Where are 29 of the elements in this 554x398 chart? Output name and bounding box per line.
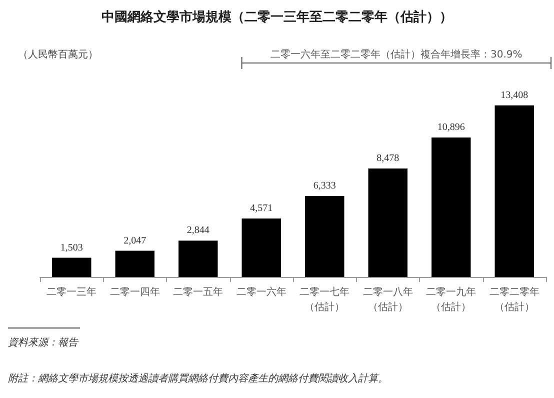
bar xyxy=(432,138,471,277)
x-tick-label: 二零一九年（估計） xyxy=(426,286,476,313)
x-tick-label: 二零一七年（估計） xyxy=(300,286,350,313)
x-tick-label: 二零一五年 xyxy=(173,286,224,298)
source-note: 資料來源：報告 xyxy=(8,336,79,348)
bar xyxy=(115,250,154,277)
y-axis-title: （人民幣百萬元） xyxy=(18,48,98,60)
data-label: 13,408 xyxy=(500,90,528,101)
x-tick-label: 二零一六年 xyxy=(236,286,286,298)
x-tick-label: 二零一八年（估計） xyxy=(362,286,413,313)
text: 附註：網絡文學市場規模按透過讀者購買網絡付費內容產生的網絡付費閱讀收入計算。 xyxy=(8,372,388,384)
bar xyxy=(52,258,92,277)
data-label: 2,047 xyxy=(124,235,146,246)
data-label: 6,333 xyxy=(313,180,336,192)
data-label: 4,571 xyxy=(250,202,273,214)
chart-title: 中國網絡文學市場規模（二零一三年至二零二零年（估計）） xyxy=(102,9,452,25)
bar xyxy=(368,168,408,277)
x-tick-label: 二零一四年 xyxy=(110,286,160,298)
x-tick-label: 二零一三年 xyxy=(46,286,97,298)
bar xyxy=(494,105,534,277)
text: 二零一六年至二零二零年（估計）複合年增長率：30.9% xyxy=(270,48,522,60)
x-tick-label: 二零二零年（估計） xyxy=(489,286,540,313)
data-label: 10,896 xyxy=(437,122,465,134)
bar xyxy=(242,218,281,277)
bar xyxy=(178,240,218,277)
bar xyxy=(305,196,344,277)
data-label: 2,844 xyxy=(186,225,210,236)
data-label: 8,478 xyxy=(376,152,400,164)
data-label: 1,503 xyxy=(60,242,83,254)
